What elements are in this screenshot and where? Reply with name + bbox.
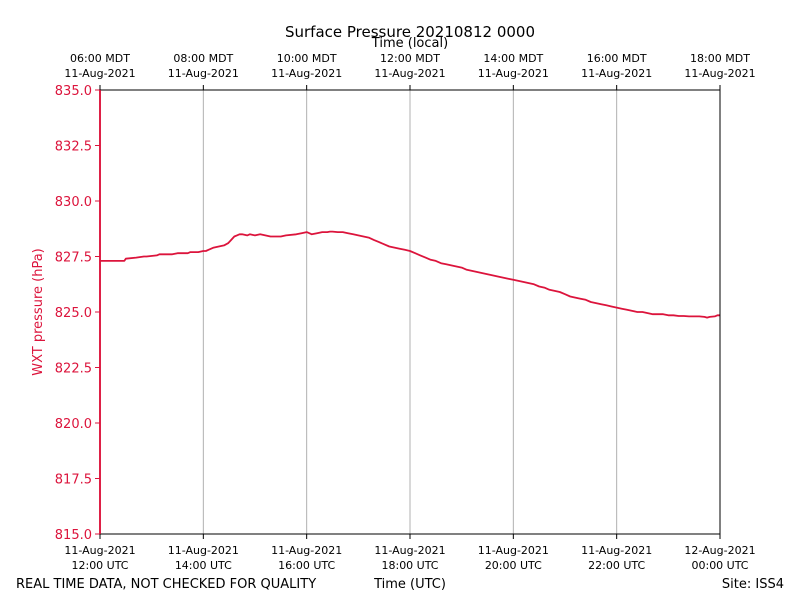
y-tick-label: 822.5 [55, 362, 92, 377]
top-tick-label-time: 12:00 MDT [380, 52, 440, 65]
top-tick-label-date: 11-Aug-2021 [478, 67, 549, 80]
grid-lines [202, 90, 618, 534]
top-tick-label-date: 11-Aug-2021 [271, 67, 342, 80]
top-tick-label-time: 18:00 MDT [690, 52, 750, 65]
x-tick-label-time: 12:00 UTC [71, 559, 128, 572]
x-tick-label-date: 11-Aug-2021 [374, 544, 445, 557]
chart-title: Surface Pressure 20210812 0000 [285, 23, 535, 41]
series-lines [99, 89, 720, 534]
x-tick-label-date: 11-Aug-2021 [64, 544, 135, 557]
top-tick-label-date: 11-Aug-2021 [374, 67, 445, 80]
x-tick-label-time: 18:00 UTC [381, 559, 438, 572]
y-tick-label: 817.5 [55, 473, 92, 488]
top-tick-label-date: 11-Aug-2021 [168, 67, 239, 80]
series-line-1 [99, 89, 720, 534]
x-tick-label-time: 00:00 UTC [691, 559, 748, 572]
x-tick-label-time: 20:00 UTC [485, 559, 542, 572]
y-tick-label: 830.0 [55, 195, 92, 210]
y-tick-label: 820.0 [55, 417, 92, 432]
top-tick-label-date: 11-Aug-2021 [581, 67, 652, 80]
quality-disclaimer: REAL TIME DATA, NOT CHECKED FOR QUALITY [16, 577, 316, 592]
x-tick-label-date: 11-Aug-2021 [581, 544, 652, 557]
y-tick-label: 815.0 [55, 528, 92, 543]
top-tick-label-date: 11-Aug-2021 [684, 67, 755, 80]
y-tick-label: 835.0 [55, 84, 92, 99]
x-tick-label-date: 11-Aug-2021 [478, 544, 549, 557]
top-tick-label-date: 11-Aug-2021 [64, 67, 135, 80]
x-tick-label-date: 11-Aug-2021 [168, 544, 239, 557]
y-axis-label: WXT pressure (hPa) [31, 248, 46, 376]
y-tick-label: 827.5 [55, 251, 92, 266]
top-tick-label-time: 14:00 MDT [483, 52, 543, 65]
x-axis-label: Time (UTC) [373, 577, 446, 592]
top-tick-label-time: 06:00 MDT [70, 52, 130, 65]
top-axis-label: Time (local) [371, 36, 448, 51]
x-tick-label-time: 22:00 UTC [588, 559, 645, 572]
site-label: Site: ISS4 [722, 577, 784, 592]
top-tick-label-time: 16:00 MDT [587, 52, 647, 65]
x-tick-label-time: 14:00 UTC [175, 559, 232, 572]
y-tick-label: 832.5 [55, 140, 92, 155]
top-tick-label-time: 08:00 MDT [173, 52, 233, 65]
x-tick-label-date: 12-Aug-2021 [684, 544, 755, 557]
x-tick-label-time: 16:00 UTC [278, 559, 335, 572]
top-tick-label-time: 10:00 MDT [277, 52, 337, 65]
y-tick-label: 825.0 [55, 306, 92, 321]
x-tick-label-date: 11-Aug-2021 [271, 544, 342, 557]
tick-marks-and-labels: 815.0 817.5 820.0 822.5 825.0 827.5 830.0 832.5… [55, 52, 756, 572]
